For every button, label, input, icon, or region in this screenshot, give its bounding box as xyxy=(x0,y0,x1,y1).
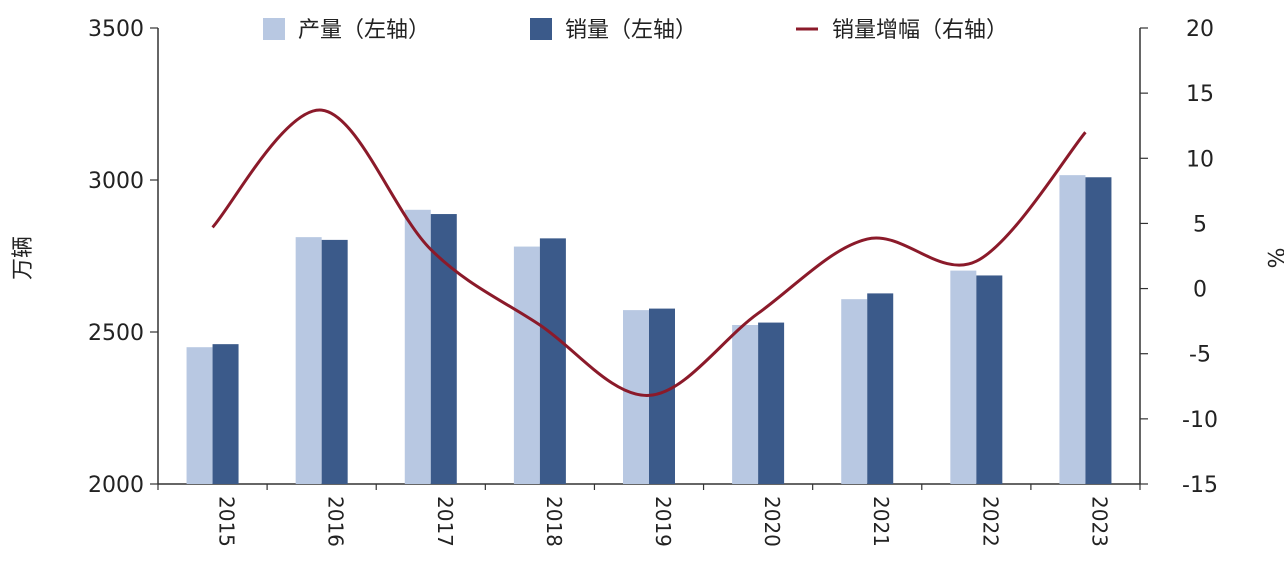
bar-production xyxy=(295,237,322,484)
x-tick-label: 2023 xyxy=(1087,496,1111,547)
right-tick-label: -5 xyxy=(1189,343,1211,368)
legend: 产量（左轴） 销量（左轴） 销量增幅（右轴） xyxy=(263,18,1008,43)
bar-sales xyxy=(430,214,457,484)
legend-label-sales: 销量（左轴） xyxy=(565,18,697,43)
bar-production xyxy=(404,209,431,485)
x-tick-label: 2020 xyxy=(760,496,784,547)
bar-sales xyxy=(539,238,566,484)
right-axis-ticks: -15 -10 -5 0 5 10 15 20 xyxy=(1140,17,1218,498)
right-tick-label: 5 xyxy=(1193,212,1207,237)
growth-line-layer xyxy=(211,108,1087,397)
right-tick-label: -15 xyxy=(1182,473,1218,498)
bar-sales xyxy=(321,239,348,484)
left-axis-ticks: 2000 2500 3000 3500 xyxy=(88,17,158,498)
right-tick-label: 10 xyxy=(1186,147,1214,172)
bar-production xyxy=(950,270,977,484)
x-axis-ticks: 2015 2016 2017 2018 2019 2020 2021 2022 2023 xyxy=(157,484,1141,547)
bar-sales xyxy=(867,293,894,484)
bar-production xyxy=(732,325,759,484)
right-tick-label: 15 xyxy=(1186,82,1214,107)
growth-line xyxy=(211,108,1087,397)
bar-sales xyxy=(976,275,1003,484)
x-tick-label: 2022 xyxy=(978,496,1002,547)
right-axis-title: % xyxy=(1262,248,1284,269)
right-tick-label: -10 xyxy=(1182,408,1218,433)
legend-swatch-sales xyxy=(530,18,552,40)
bar-production xyxy=(1059,175,1086,485)
bar-production xyxy=(186,347,213,484)
bar-sales xyxy=(212,344,239,484)
bar-production xyxy=(513,246,540,484)
bars xyxy=(186,175,1112,485)
x-tick-label: 2019 xyxy=(651,496,675,547)
bar-production xyxy=(623,310,649,484)
x-tick-label: 2021 xyxy=(869,496,893,547)
x-tick-label: 2016 xyxy=(324,496,348,547)
left-tick-label: 2500 xyxy=(88,321,144,346)
left-tick-label: 3000 xyxy=(88,169,144,194)
x-tick-label: 2018 xyxy=(542,496,566,547)
x-tick-label: 2015 xyxy=(215,496,239,547)
right-tick-label: 20 xyxy=(1186,17,1214,42)
right-tick-label: 0 xyxy=(1193,278,1207,303)
x-tick-label: 2017 xyxy=(433,496,457,547)
left-tick-label: 2000 xyxy=(88,473,144,498)
left-tick-label: 3500 xyxy=(88,17,144,42)
legend-swatch-production xyxy=(263,18,285,40)
bar-sales xyxy=(1085,177,1112,484)
legend-label-growth: 销量增幅（右轴） xyxy=(832,18,1008,43)
bar-sales xyxy=(758,322,785,484)
legend-label-production: 产量（左轴） xyxy=(298,18,430,43)
bar-production xyxy=(841,299,868,484)
left-axis-title: 万辆 xyxy=(11,236,36,280)
